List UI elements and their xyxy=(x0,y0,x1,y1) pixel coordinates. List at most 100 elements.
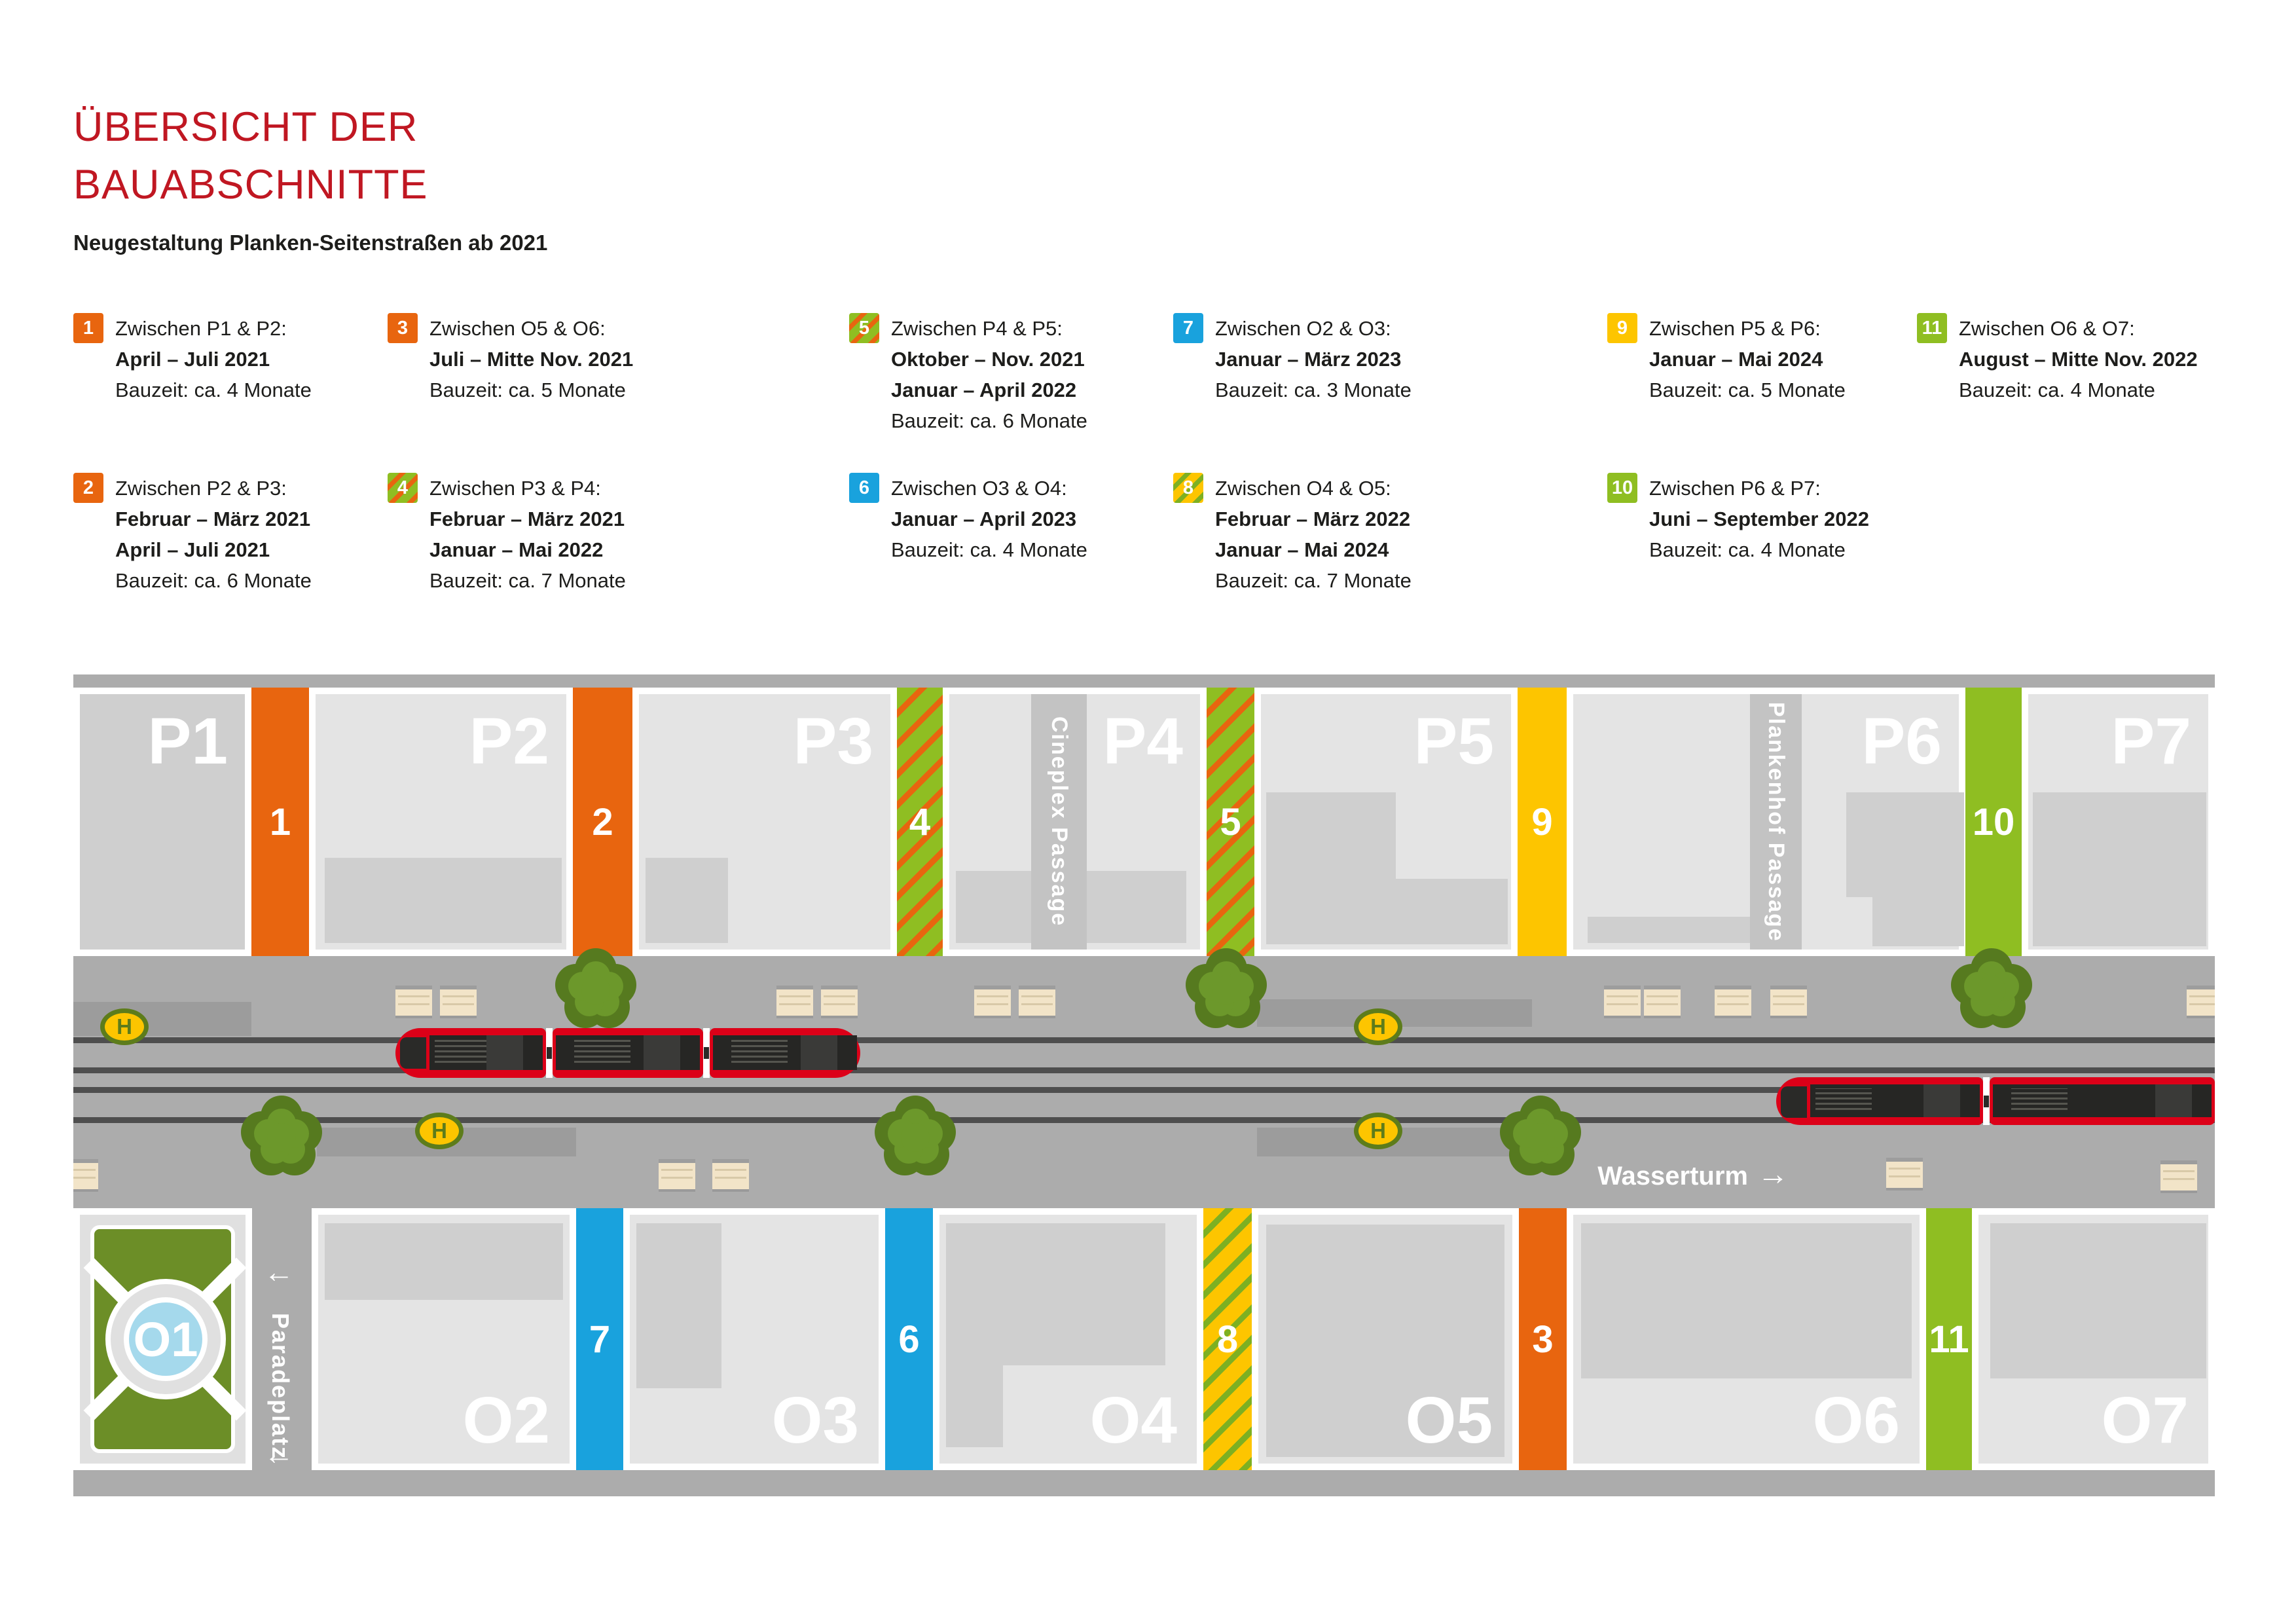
legend-line: August – Mitte Nov. 2022 xyxy=(1959,348,2198,371)
bench xyxy=(2160,1160,2197,1190)
legend-line: Zwischen P2 & P3: xyxy=(115,477,287,500)
block-label-o3: O3 xyxy=(771,1384,859,1457)
zone-number-5: 5 xyxy=(1220,800,1241,843)
block-p2: P2 xyxy=(316,694,566,950)
legend-line: Bauzeit: ca. 3 Monate xyxy=(1215,378,1412,401)
block-p4: Cineplex Passage P4 xyxy=(949,694,1200,950)
legend-swatch-10: 10 xyxy=(1607,473,1637,503)
building-footprint xyxy=(1588,917,1750,943)
legend-line: Bauzeit: ca. 5 Monate xyxy=(429,378,626,401)
legend-line: Bauzeit: ca. 5 Monate xyxy=(1649,378,1846,401)
legend-text-5: Zwischen P4 & P5: Oktober – Nov. 2021 Janu… xyxy=(891,313,1199,436)
tram-stop-sign: H xyxy=(1354,1008,1402,1045)
bench xyxy=(821,986,858,1016)
tram-1-segment-3 xyxy=(710,1028,860,1078)
tram-stop-sign: H xyxy=(100,1008,149,1045)
block-label-p5: P5 xyxy=(1413,705,1494,778)
construction-zone-7: 7 xyxy=(576,1208,623,1470)
tram-track-2 xyxy=(73,1067,2215,1073)
block-label-p6: P6 xyxy=(1861,705,1942,778)
tram-stop-sign: H xyxy=(1354,1113,1402,1149)
block-p6: Plankenhof Passage P6 xyxy=(1573,694,1964,950)
paradeplatz-street xyxy=(252,1208,312,1496)
legend-line: Zwischen O4 & O5: xyxy=(1215,477,1391,500)
tree xyxy=(575,969,617,1011)
page-title-line1: ÜBERSICHT DER xyxy=(73,104,418,150)
tram-track-1 xyxy=(73,1037,2215,1043)
tram-door xyxy=(2155,1084,2192,1117)
zone-number-10: 10 xyxy=(1972,800,2015,843)
zone-number-9: 9 xyxy=(1531,800,1553,843)
tree-canopy-light xyxy=(267,1123,296,1152)
legend-line: Januar – Mai 2022 xyxy=(429,538,604,561)
building-footprint xyxy=(1266,792,1396,944)
tram-windows xyxy=(731,1039,788,1066)
building-footprint xyxy=(325,858,562,943)
page-subtitle: Neugestaltung Planken-Seitenstraßen ab 2… xyxy=(73,231,548,255)
building-footprint xyxy=(2033,792,2206,946)
planken-map: P1 P2 P3 Cineplex Passage P4 P5 Plankenhof Pas… xyxy=(73,674,2215,1496)
block-o3: O3 xyxy=(630,1215,879,1464)
tram-2-segment-2 xyxy=(1990,1077,2215,1125)
block-label-p4: P4 xyxy=(1102,705,1183,778)
tram-body xyxy=(556,1035,700,1070)
legend-swatch-11: 11 xyxy=(1917,313,1947,343)
tram-body xyxy=(1810,1084,1980,1117)
bench xyxy=(1644,986,1681,1016)
block-label-p3: P3 xyxy=(793,705,873,778)
legend-line: Januar – März 2023 xyxy=(1215,348,1402,371)
legend-text-10: Zwischen P6 & P7: Juni – September 2022 Ba… xyxy=(1649,473,1957,565)
construction-zone-4: 4 xyxy=(897,688,943,956)
legend-text-9: Zwischen P5 & P6: Januar – Mai 2024 Bauzei… xyxy=(1649,313,1957,405)
block-label-o5: O5 xyxy=(1405,1384,1493,1457)
bench xyxy=(1886,1158,1923,1188)
paradeplatz-label: Paradeplatz xyxy=(267,1313,294,1460)
tree xyxy=(1520,1116,1561,1158)
building-footprint xyxy=(1396,879,1508,944)
tree xyxy=(1205,969,1247,1011)
block-o7: O7 xyxy=(1978,1215,2208,1464)
building-footprint xyxy=(636,1223,721,1388)
legend-line: Bauzeit: ca. 4 Monate xyxy=(1649,538,1846,561)
tree-canopy-light xyxy=(581,976,610,1005)
legend-line: Bauzeit: ca. 4 Monate xyxy=(115,378,312,401)
arrow-left-icon: ← xyxy=(264,1255,294,1289)
block-label-p2: P2 xyxy=(469,705,549,778)
passage-label-plankenhof: Plankenhof Passage xyxy=(1764,701,1789,942)
legend-text-7: Zwischen O2 & O3: Januar – März 2023 Bauze… xyxy=(1215,313,1523,405)
zone-number-6: 6 xyxy=(898,1318,920,1361)
tram-windows xyxy=(574,1039,630,1066)
legend-line: Januar – Mai 2024 xyxy=(1649,348,1823,371)
legend-line: Bauzeit: ca. 7 Monate xyxy=(1215,569,1412,592)
legend-line: April – Juli 2021 xyxy=(115,348,270,371)
fountain-pond: O1 xyxy=(124,1297,208,1381)
tram-stop-sign: H xyxy=(415,1113,464,1149)
block-o5: O5 xyxy=(1258,1215,1512,1464)
block-p3: P3 xyxy=(639,694,890,950)
legend-line: Zwischen O5 & O6: xyxy=(429,317,606,340)
construction-zone-2: 2 xyxy=(573,688,632,956)
bench xyxy=(1715,986,1751,1016)
page-title-line2: BAUABSCHNITTE xyxy=(73,162,428,208)
legend-swatch-6: 6 xyxy=(849,473,879,503)
legend-line: Februar – März 2021 xyxy=(115,507,311,530)
construction-zone-3: 3 xyxy=(1519,1208,1567,1470)
construction-zone-8: 8 xyxy=(1203,1208,1252,1470)
tree xyxy=(894,1116,936,1158)
legend-line: Zwischen O3 & O4: xyxy=(891,477,1067,500)
legend-swatch-9: 9 xyxy=(1607,313,1637,343)
construction-zone-5: 5 xyxy=(1207,688,1254,956)
passage-label-cineplex: Cineplex Passage xyxy=(1047,716,1072,927)
tram-coupler xyxy=(1984,1095,1989,1107)
legend-line: Zwischen O2 & O3: xyxy=(1215,317,1391,340)
block-p7: P7 xyxy=(2028,694,2208,950)
building-footprint xyxy=(1581,1223,1912,1378)
tram-body xyxy=(713,1035,857,1070)
zone-number-8: 8 xyxy=(1216,1318,1239,1361)
legend-line: Bauzeit: ca. 6 Monate xyxy=(115,569,312,592)
block-label-p1: P1 xyxy=(147,705,228,778)
zone-number-7: 7 xyxy=(589,1318,611,1361)
legend-swatch-2: 2 xyxy=(73,473,103,503)
tram-body xyxy=(429,1035,543,1070)
